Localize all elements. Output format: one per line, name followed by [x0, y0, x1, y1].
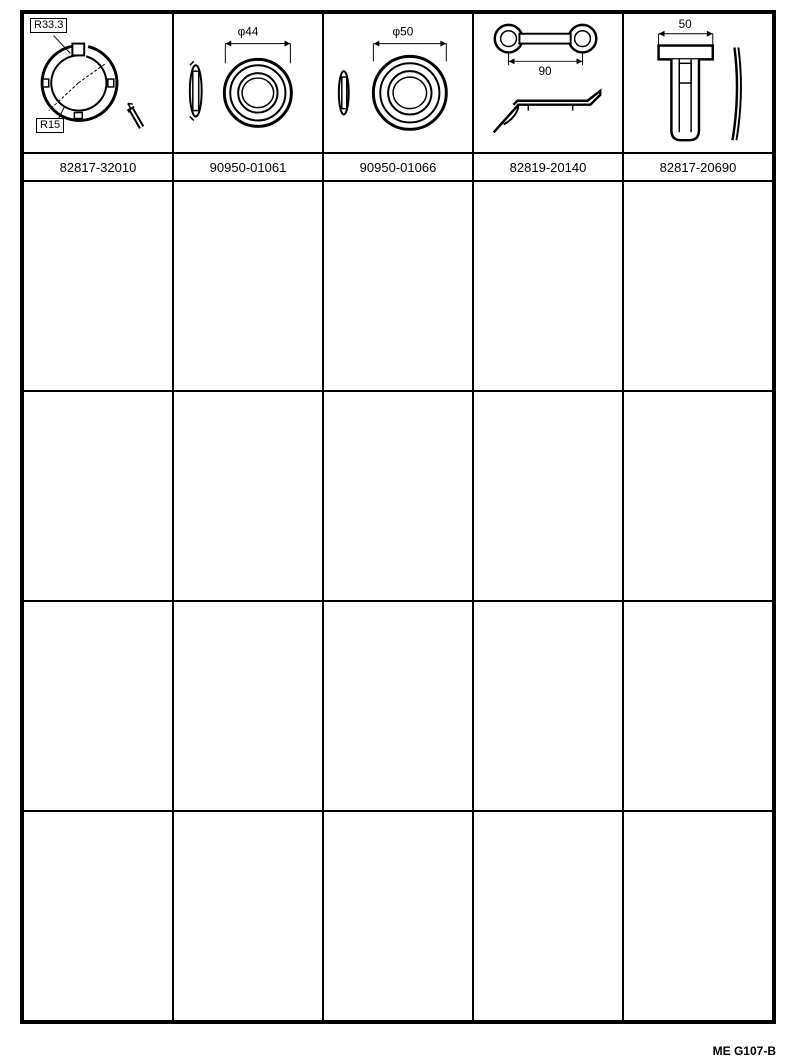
- empty-cell: [323, 601, 473, 811]
- part-number-cell: 90950-01066: [323, 153, 473, 181]
- dimension-label: 90: [538, 64, 552, 78]
- empty-cell: [473, 601, 623, 811]
- part-number-row: 82817-32010 90950-01061 90950-01066 8281…: [23, 153, 773, 181]
- dimension-label: 50: [679, 17, 693, 31]
- empty-row: [23, 811, 773, 1021]
- part-number-cell: 82817-20690: [623, 153, 773, 181]
- empty-row: [23, 181, 773, 391]
- part-diagram: 90: [474, 14, 622, 152]
- empty-cell: [173, 391, 323, 601]
- page-code: ME G107-B: [713, 1044, 776, 1058]
- part-image-cell: φ44: [173, 13, 323, 153]
- parts-image-row: R33.3 R15: [23, 13, 773, 153]
- empty-cell: [623, 391, 773, 601]
- part-image-cell: φ50: [323, 13, 473, 153]
- empty-cell: [323, 391, 473, 601]
- part-image-cell: R33.3 R15: [23, 13, 173, 153]
- dimension-label: R33.3: [30, 18, 67, 33]
- part-number-cell: 90950-01061: [173, 153, 323, 181]
- empty-cell: [23, 811, 173, 1021]
- part-number-cell: 82819-20140: [473, 153, 623, 181]
- empty-cell: [323, 811, 473, 1021]
- part-diagram: φ44: [174, 14, 322, 152]
- empty-cell: [623, 601, 773, 811]
- empty-cell: [23, 601, 173, 811]
- part-diagram: φ50: [324, 14, 472, 152]
- dimension-label: φ44: [238, 25, 259, 39]
- empty-cell: [173, 181, 323, 391]
- empty-row: [23, 601, 773, 811]
- part-number-cell: 82817-32010: [23, 153, 173, 181]
- dimension-label: R15: [36, 118, 64, 133]
- empty-cell: [623, 181, 773, 391]
- dimension-label: φ50: [393, 25, 414, 39]
- empty-cell: [323, 181, 473, 391]
- empty-cell: [173, 811, 323, 1021]
- empty-cell: [473, 811, 623, 1021]
- empty-cell: [473, 181, 623, 391]
- part-diagram: 50: [624, 14, 772, 152]
- empty-cell: [473, 391, 623, 601]
- part-image-cell: 50: [623, 13, 773, 153]
- empty-cell: [623, 811, 773, 1021]
- empty-cell: [23, 391, 173, 601]
- part-image-cell: 90: [473, 13, 623, 153]
- empty-cell: [23, 181, 173, 391]
- empty-cell: [173, 601, 323, 811]
- parts-catalog-page: R33.3 R15: [20, 10, 776, 1024]
- empty-row: [23, 391, 773, 601]
